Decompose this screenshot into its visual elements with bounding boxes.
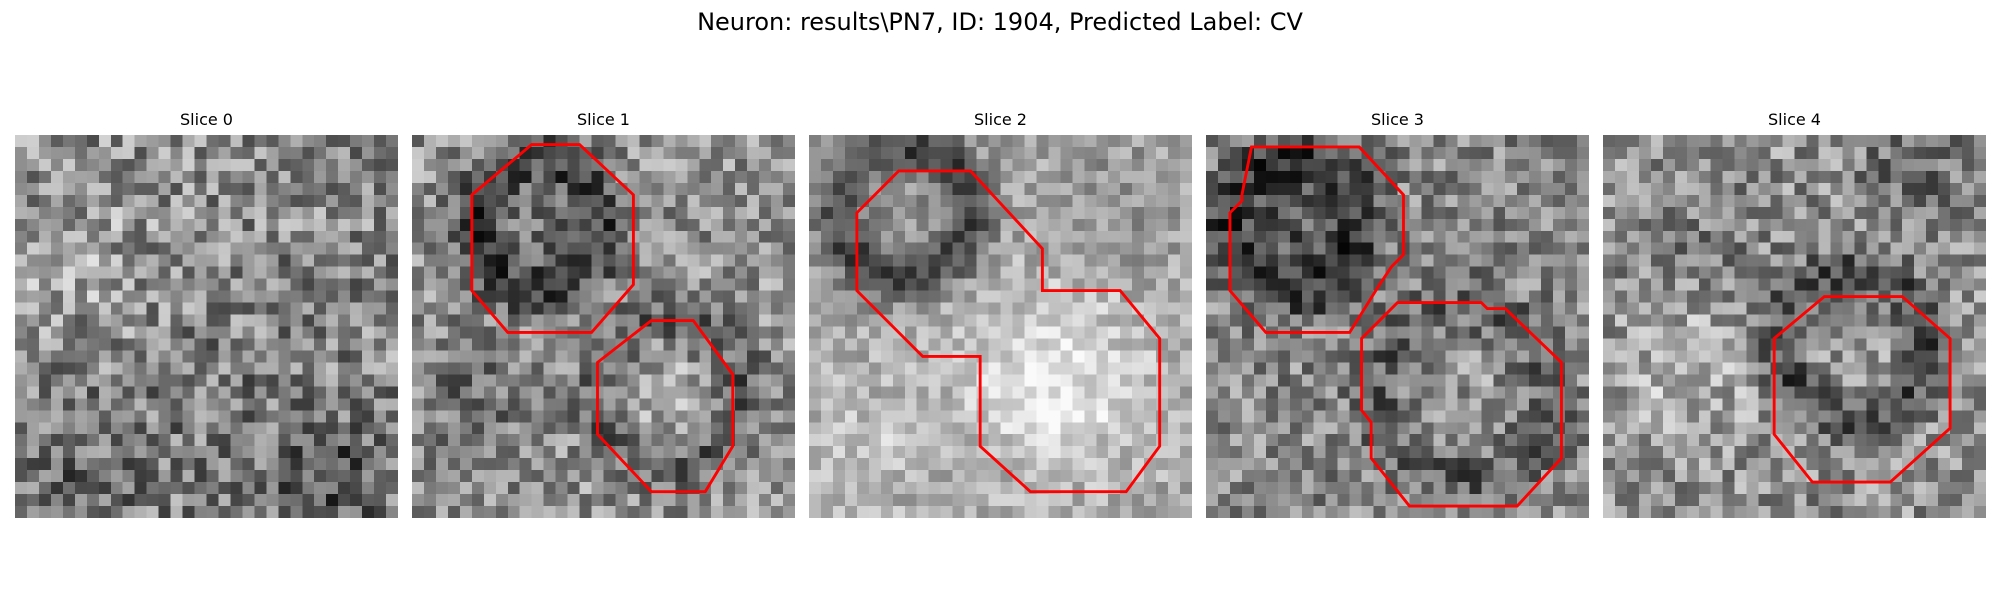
slice-panel-1: Slice 1	[412, 108, 795, 528]
segmentation-outline	[1228, 145, 1405, 334]
segmentation-outline	[1772, 295, 1952, 484]
figure-title: Neuron: results\PN7, ID: 1904, Predicted…	[697, 8, 1303, 36]
slice-panel-2: Slice 2	[809, 108, 1192, 528]
slice-image-1	[412, 135, 795, 518]
slice-image-2	[809, 135, 1192, 518]
slice-image-0	[15, 135, 398, 518]
segmentation-outline	[1360, 301, 1563, 508]
slice-panel-4: Slice 4	[1603, 108, 1986, 528]
slice-image-4	[1603, 135, 1986, 518]
slice-panel-3: Slice 3	[1206, 108, 1589, 528]
slice-title-2: Slice 2	[974, 110, 1027, 129]
segmentation-outline	[470, 143, 635, 334]
segmentation-outline	[855, 169, 1162, 494]
slice-image-3	[1206, 135, 1589, 518]
slice-panel-0: Slice 0	[15, 108, 398, 528]
slice-title-4: Slice 4	[1768, 110, 1821, 129]
slice-title-1: Slice 1	[577, 110, 630, 129]
slice-title-3: Slice 3	[1371, 110, 1424, 129]
segmentation-outline	[596, 319, 735, 494]
slice-title-0: Slice 0	[180, 110, 233, 129]
